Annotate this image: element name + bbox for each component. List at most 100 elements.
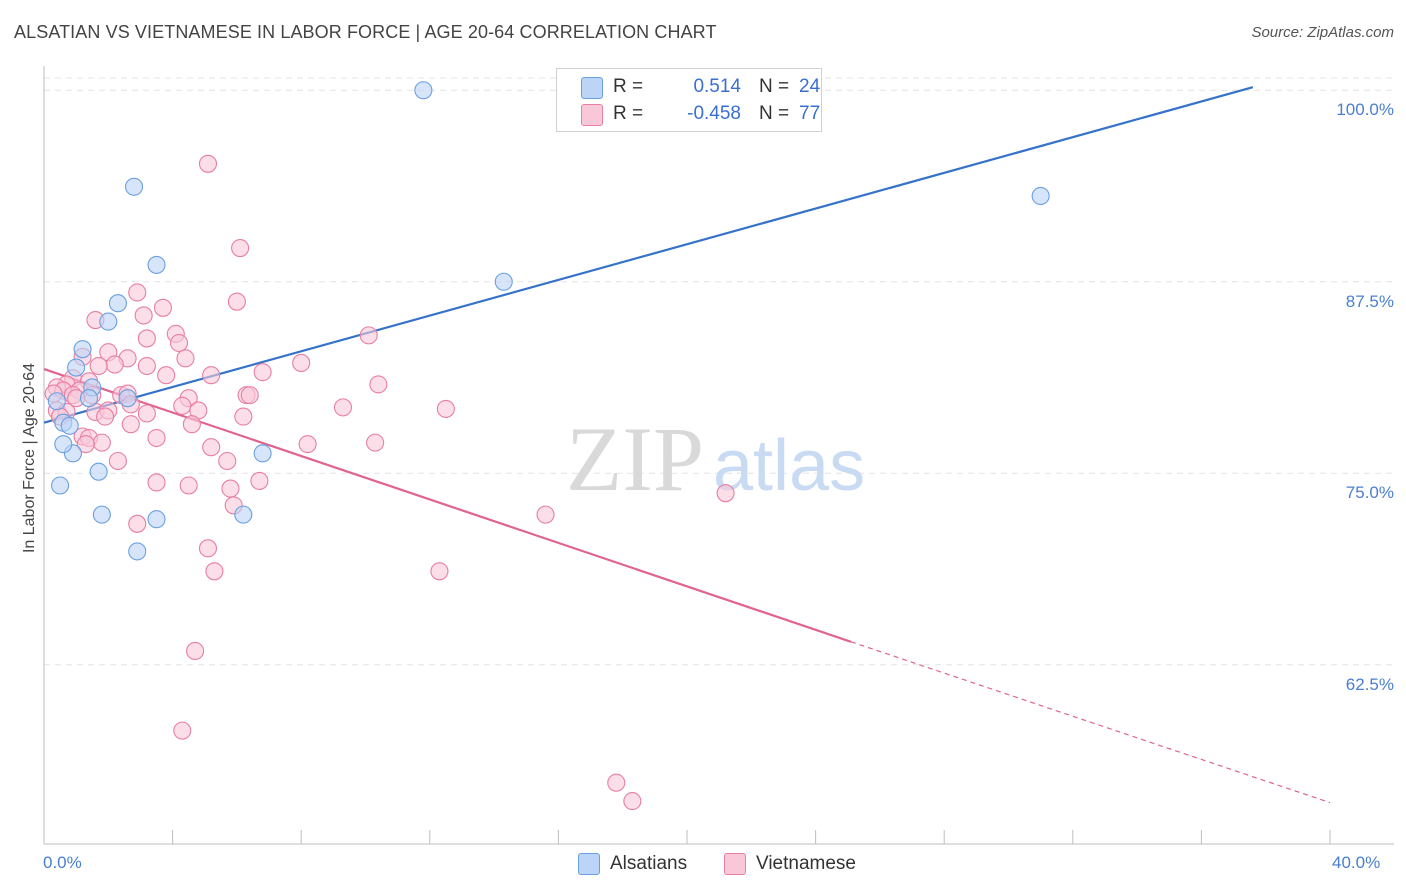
watermark-atlas: atlas [713, 426, 865, 506]
point-vietnamese [198, 539, 218, 558]
point-vietnamese [227, 292, 246, 311]
point-alsatians [73, 340, 92, 359]
point-vietnamese [198, 154, 218, 173]
alsatians-swatch [581, 77, 603, 99]
alsatians-legend-label: Alsatians [610, 853, 688, 874]
point-vietnamese [607, 773, 626, 792]
point-vietnamese [137, 404, 156, 423]
point-vietnamese [147, 428, 166, 448]
point-vietnamese [250, 471, 269, 490]
y-tick-label: 62.5% [1345, 674, 1394, 694]
point-vietnamese [430, 562, 449, 581]
n-label: N = [759, 103, 790, 124]
point-vietnamese [173, 721, 192, 740]
alsatians-r-value: 0.514 [693, 76, 741, 97]
point-vietnamese [157, 366, 176, 385]
point-alsatians [99, 312, 118, 331]
point-vietnamese [76, 435, 95, 454]
y-tick-label: 87.5% [1345, 291, 1394, 311]
point-vietnamese [179, 476, 198, 495]
point-alsatians [253, 444, 272, 463]
r-label: R = [613, 76, 644, 97]
x-tick-min: 0.0% [43, 853, 82, 872]
point-alsatians [89, 462, 108, 481]
data-points [44, 81, 1050, 811]
vietnamese-legend-label: Vietnamese [756, 853, 856, 874]
vietnamese-swatch [581, 104, 603, 126]
point-alsatians [147, 510, 166, 529]
point-alsatians [92, 505, 111, 524]
vietnamese-n-value: 77 [799, 103, 821, 124]
point-vietnamese [173, 396, 192, 415]
point-vietnamese [182, 415, 201, 434]
watermark-zip: ZIP [566, 408, 704, 510]
point-vietnamese [96, 407, 115, 426]
point-vietnamese [359, 326, 378, 345]
chart-source: Source: ZipAtlas.com [1251, 24, 1394, 41]
point-vietnamese [536, 505, 555, 524]
point-vietnamese [253, 363, 272, 382]
vietnamese-r-value: -0.458 [687, 103, 741, 124]
point-alsatians [79, 389, 99, 408]
n-label: N = [759, 76, 790, 97]
y-tick-label: 100.0% [1336, 100, 1394, 120]
point-vietnamese [333, 398, 353, 417]
point-vietnamese [89, 356, 108, 376]
point-alsatians [124, 177, 144, 196]
point-vietnamese [108, 451, 127, 471]
point-vietnamese [240, 386, 259, 405]
vietnamese-swatch [724, 853, 746, 875]
point-vietnamese [234, 407, 253, 426]
trend-lines [43, 86, 1331, 804]
point-vietnamese [298, 435, 317, 454]
point-alsatians [128, 542, 147, 561]
point-vietnamese [169, 333, 189, 353]
point-vietnamese [153, 298, 173, 317]
point-alsatians [47, 392, 66, 411]
watermark: ZIP atlas [566, 408, 865, 510]
point-vietnamese [231, 239, 250, 258]
point-alsatians [60, 416, 79, 435]
point-vietnamese [121, 415, 140, 434]
axes [43, 66, 1394, 845]
point-vietnamese [366, 433, 385, 452]
r-label: R = [613, 103, 644, 124]
y-tick-label: 75.0% [1345, 483, 1394, 503]
point-alsatians [414, 81, 433, 100]
point-vietnamese [292, 353, 311, 373]
correlation-legend: R = 0.514 N = 24 R = -0.458 N = 77 [556, 68, 822, 132]
point-vietnamese [369, 375, 388, 394]
point-vietnamese [202, 366, 221, 385]
point-vietnamese [176, 349, 195, 368]
point-alsatians [1031, 186, 1050, 206]
point-vietnamese [147, 473, 166, 492]
point-vietnamese [218, 451, 237, 471]
point-vietnamese [137, 356, 156, 376]
point-alsatians [54, 435, 73, 454]
chart-title: ALSATIAN VS VIETNAMESE IN LABOR FORCE | … [14, 22, 717, 42]
point-alsatians [118, 389, 137, 408]
point-vietnamese [137, 329, 156, 348]
point-vietnamese [202, 438, 221, 457]
alsatians-n-value: 24 [799, 76, 821, 97]
point-vietnamese [436, 399, 455, 418]
point-vietnamese [716, 484, 735, 503]
point-vietnamese [128, 283, 147, 302]
trend-line-vietnamese [43, 368, 852, 643]
point-vietnamese [205, 562, 224, 581]
point-vietnamese [128, 514, 147, 533]
point-alsatians [494, 272, 513, 291]
gridlines [44, 77, 1394, 666]
point-vietnamese [623, 792, 642, 811]
x-tick-max: 40.0% [1332, 853, 1381, 872]
point-alsatians [234, 505, 253, 524]
alsatians-swatch [578, 853, 600, 875]
point-alsatians [51, 476, 70, 495]
point-alsatians [108, 294, 127, 313]
trend-line-extension-vietnamese [850, 641, 1331, 804]
point-vietnamese [92, 433, 111, 452]
point-vietnamese [221, 479, 240, 498]
point-alsatians [67, 358, 86, 377]
point-vietnamese [186, 641, 205, 661]
